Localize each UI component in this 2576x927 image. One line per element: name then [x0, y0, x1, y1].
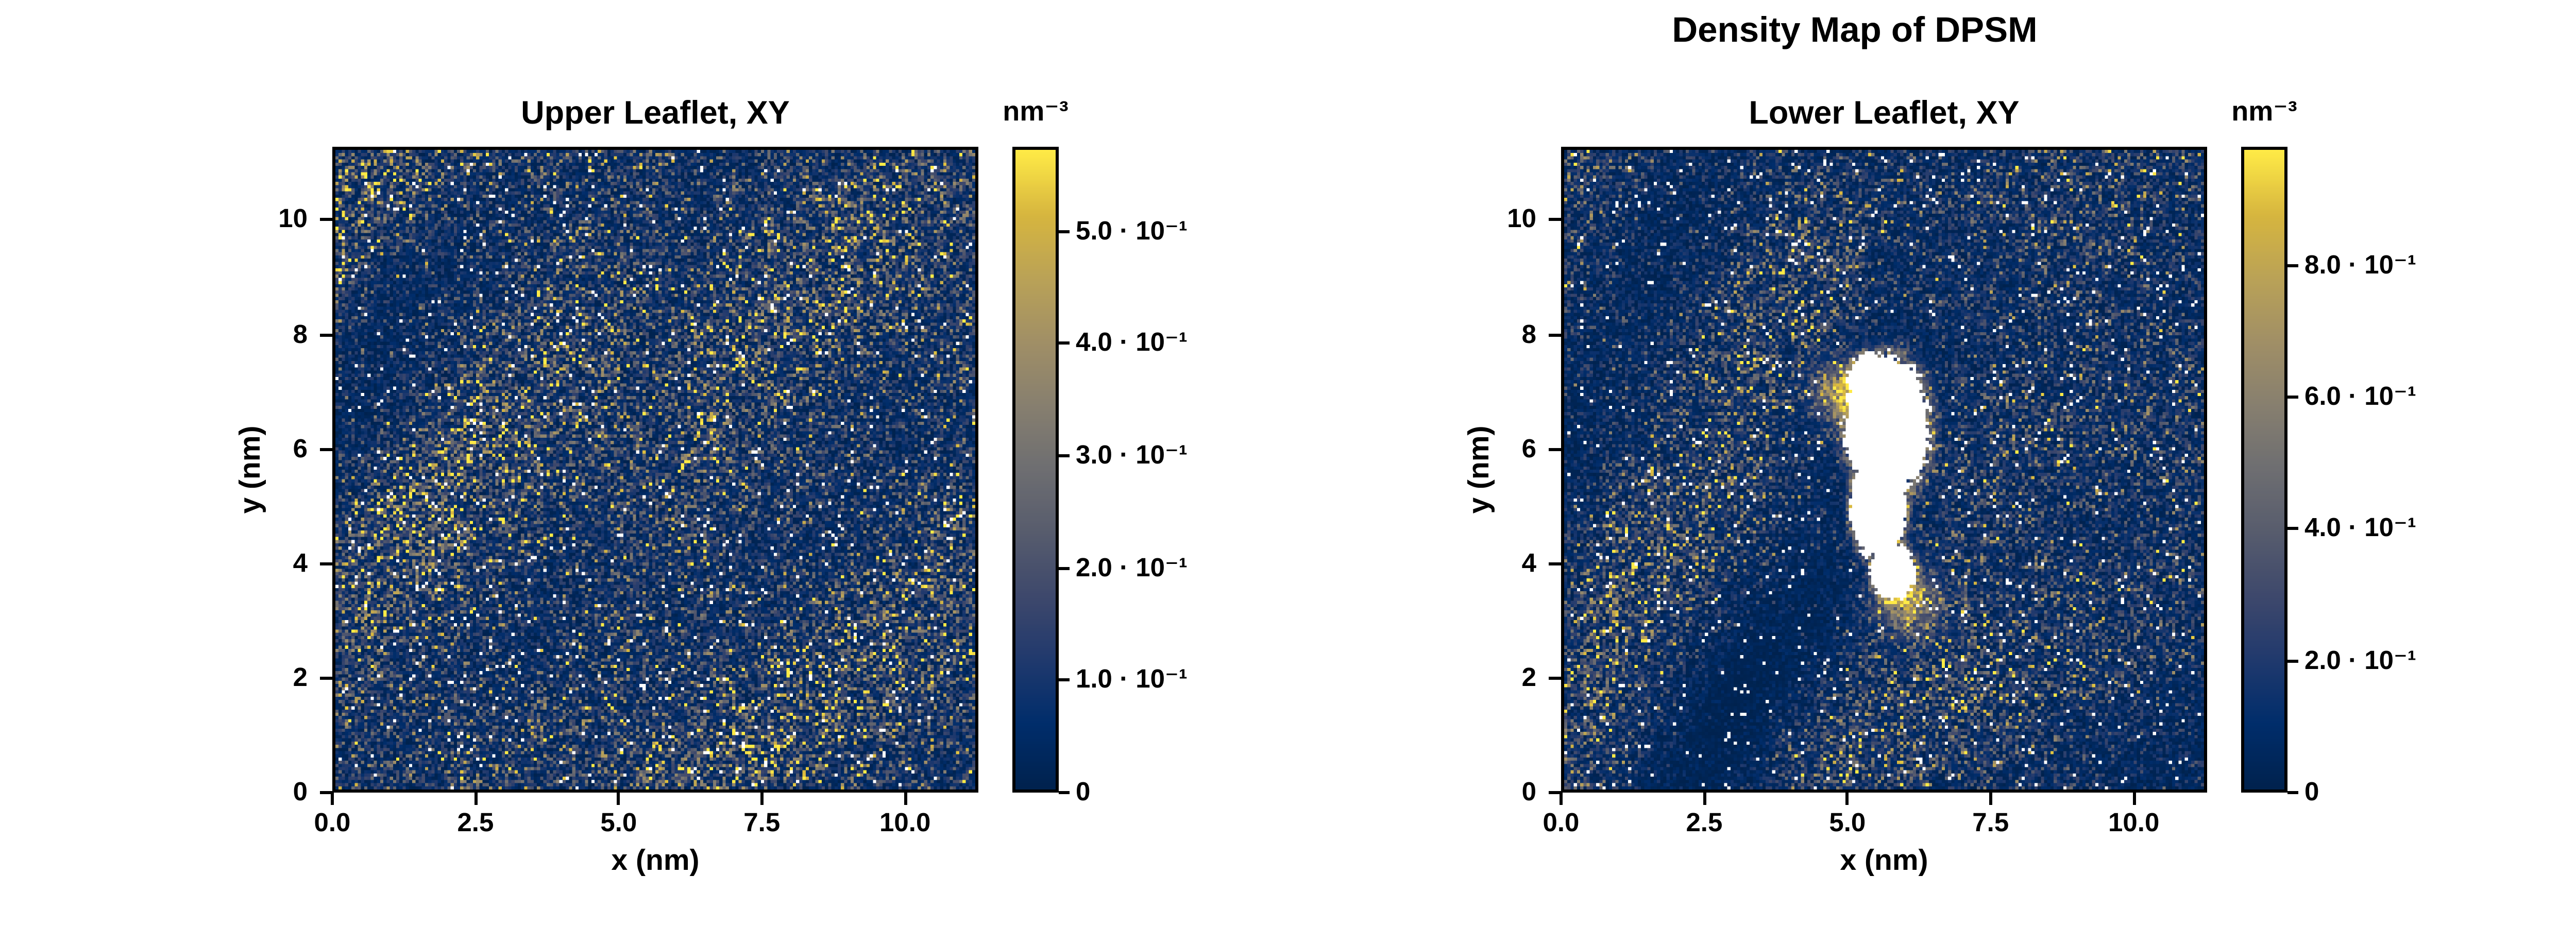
- colorbar-tick-mark: [2287, 264, 2298, 267]
- y-tick-label: 4: [1521, 548, 1536, 578]
- x-tick-mark: [1989, 793, 1992, 805]
- colorbar-tick-label: 8.0 · 10⁻¹: [2304, 250, 2416, 280]
- colorbar-tick-label: 0: [1076, 777, 1091, 806]
- y-tick-label: 6: [293, 433, 308, 463]
- colorbar-tick-label: 3.0 · 10⁻¹: [1076, 440, 1188, 470]
- y-tick-label: 4: [293, 548, 308, 578]
- y-tick-label: 0: [293, 777, 308, 806]
- colorbar-gradient-canvas: [2244, 150, 2284, 789]
- y-tick-label: 2: [293, 662, 308, 692]
- colorbar-tick-mark: [2287, 659, 2298, 663]
- colorbar-unit-label: nm⁻³: [2231, 96, 2297, 127]
- x-tick-label: 7.5: [743, 808, 781, 837]
- plot-area: [1561, 147, 2207, 793]
- y-tick-mark: [320, 676, 332, 680]
- colorbar-tick-mark: [1059, 229, 1070, 233]
- figure-title: Density Map of DPSM: [1672, 9, 2038, 49]
- colorbar-tick-label: 5.0 · 10⁻¹: [1076, 215, 1188, 245]
- colorbar-tick-label: 1.0 · 10⁻¹: [1076, 664, 1188, 694]
- x-tick-label: 10.0: [2108, 808, 2160, 837]
- x-tick-mark: [903, 793, 907, 805]
- y-tick-label: 10: [278, 204, 308, 234]
- y-tick-mark: [320, 791, 332, 794]
- x-tick-mark: [617, 793, 620, 805]
- y-tick-mark: [320, 562, 332, 565]
- colorbar-tick-label: 2.0 · 10⁻¹: [2304, 645, 2416, 675]
- density-heatmap-canvas: [335, 150, 975, 789]
- colorbar-tick-label: 4.0 · 10⁻¹: [1076, 328, 1188, 357]
- colorbar-tick-mark: [2287, 527, 2298, 531]
- colorbar-tick-label: 2.0 · 10⁻¹: [1076, 552, 1188, 582]
- y-tick-label: 0: [1521, 777, 1536, 806]
- x-tick-label: 0.0: [1543, 808, 1580, 837]
- x-tick-mark: [760, 793, 764, 805]
- panel-title: Lower Leaflet, XY: [1749, 96, 2020, 131]
- y-tick-mark: [320, 447, 332, 451]
- colorbar-tick-mark: [1059, 791, 1070, 794]
- y-tick-mark: [1549, 447, 1561, 451]
- y-tick-label: 6: [1521, 433, 1536, 463]
- x-tick-mark: [331, 793, 334, 805]
- y-tick-label: 10: [1507, 204, 1536, 234]
- x-tick-label: 0.0: [314, 808, 351, 837]
- x-tick-mark: [473, 793, 477, 805]
- y-tick-mark: [320, 218, 332, 222]
- colorbar: [1012, 147, 1059, 793]
- colorbar-tick-mark: [1059, 566, 1070, 570]
- x-tick-label: 5.0: [600, 808, 637, 837]
- x-tick-label: 10.0: [879, 808, 931, 837]
- panel-title: Upper Leaflet, XY: [521, 96, 790, 131]
- colorbar-tick-mark: [1059, 678, 1070, 682]
- x-axis-label: x (nm): [1840, 845, 1928, 878]
- y-tick-mark: [1549, 562, 1561, 565]
- colorbar-unit-label: nm⁻³: [1003, 96, 1069, 127]
- x-tick-mark: [1702, 793, 1706, 805]
- x-tick-label: 2.5: [457, 808, 494, 837]
- colorbar-tick-label: 6.0 · 10⁻¹: [2304, 382, 2416, 411]
- x-tick-label: 2.5: [1686, 808, 1723, 837]
- y-tick-mark: [320, 333, 332, 336]
- colorbar-tick-label: 4.0 · 10⁻¹: [2304, 513, 2416, 543]
- x-tick-mark: [1560, 793, 1563, 805]
- colorbar-tick-mark: [1059, 341, 1070, 345]
- colorbar-tick-mark: [2287, 396, 2298, 399]
- colorbar-gradient-canvas: [1015, 150, 1056, 789]
- density-heatmap-canvas: [1564, 150, 2204, 789]
- y-tick-mark: [1549, 791, 1561, 794]
- y-tick-mark: [1549, 218, 1561, 222]
- y-tick-label: 8: [1521, 319, 1536, 349]
- x-tick-mark: [2132, 793, 2136, 805]
- y-tick-label: 8: [293, 319, 308, 349]
- colorbar-tick-label: 0: [2304, 777, 2319, 806]
- x-tick-label: 7.5: [1972, 808, 2009, 837]
- x-axis-label: x (nm): [611, 845, 700, 878]
- colorbar-tick-mark: [2287, 791, 2298, 794]
- x-tick-mark: [1845, 793, 1849, 805]
- y-tick-mark: [1549, 676, 1561, 680]
- y-tick-label: 2: [1521, 662, 1536, 692]
- colorbar-tick-mark: [1059, 454, 1070, 457]
- x-tick-label: 5.0: [1829, 808, 1866, 837]
- colorbar: [2241, 147, 2287, 793]
- plot-area: [332, 147, 978, 793]
- y-tick-mark: [1549, 333, 1561, 336]
